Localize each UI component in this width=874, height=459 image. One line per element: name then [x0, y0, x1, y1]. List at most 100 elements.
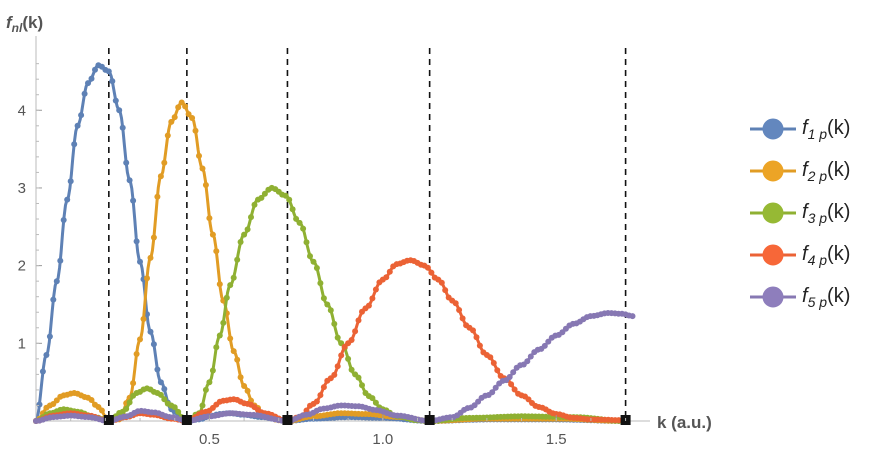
series-point: [199, 402, 206, 409]
series-point: [175, 408, 182, 415]
series-point: [506, 374, 513, 380]
series-point: [150, 341, 157, 348]
series-point: [386, 268, 393, 275]
series-point: [237, 239, 244, 245]
series-point: [470, 327, 476, 334]
series-point: [251, 201, 258, 208]
series-point: [286, 196, 293, 203]
series-point: [178, 99, 185, 106]
series-point: [43, 352, 50, 358]
series-point: [261, 190, 268, 197]
series-point: [216, 281, 223, 288]
x-axis-label: k (a.u.): [657, 413, 712, 432]
series-point: [383, 274, 390, 281]
series-point: [473, 334, 480, 341]
legend-label: f3 p(k): [802, 200, 851, 226]
series-point: [133, 238, 140, 245]
series-point: [365, 302, 372, 309]
series-point: [508, 381, 515, 388]
series-point: [123, 405, 130, 412]
series-point: [369, 295, 376, 302]
legend-swatch: [748, 285, 798, 309]
series-point: [303, 239, 310, 246]
series-point: [541, 342, 548, 349]
series-point: [157, 379, 164, 386]
series-point: [164, 132, 171, 139]
y-tick-label: 2: [18, 258, 26, 275]
series-point: [282, 192, 289, 199]
series-point: [119, 124, 126, 131]
series-point: [334, 363, 341, 370]
series-point: [137, 336, 143, 343]
series-point: [492, 384, 499, 391]
series-point: [88, 397, 95, 403]
series-point: [213, 344, 220, 351]
series-point: [144, 275, 150, 282]
vertical-line-marker: [181, 415, 192, 425]
series-point: [46, 333, 53, 340]
series-point: [154, 193, 161, 200]
y-tick-label: 3: [18, 180, 26, 197]
series-point: [130, 380, 137, 387]
series-point: [213, 248, 220, 255]
series-point: [355, 317, 362, 324]
series-point: [324, 301, 331, 308]
series-point: [78, 112, 85, 119]
series-point: [296, 219, 303, 226]
series-point: [74, 122, 81, 129]
series-point: [196, 152, 202, 159]
series-point: [258, 194, 265, 201]
series-point: [36, 401, 43, 408]
y-tick-label: 1: [18, 335, 26, 352]
series-point: [352, 328, 359, 335]
series-point: [310, 258, 317, 265]
series-point: [64, 196, 71, 203]
series-point: [109, 78, 116, 85]
legend-item: f2 p(k): [748, 150, 874, 192]
legend-swatch: [748, 159, 798, 183]
series-point: [192, 127, 199, 134]
series-point: [331, 320, 338, 327]
x-tick-label: 0.5: [199, 431, 220, 448]
series-point: [85, 80, 91, 87]
series-point: [452, 300, 459, 307]
series-point: [227, 282, 234, 289]
series-point: [317, 392, 324, 399]
legend-swatch: [748, 201, 798, 225]
series-4: [33, 257, 629, 424]
series-point: [476, 342, 483, 349]
series-point: [490, 360, 497, 366]
series-point: [137, 258, 143, 265]
series-point: [348, 366, 355, 373]
series-point: [317, 280, 324, 287]
series-point: [489, 389, 496, 396]
series-point: [494, 367, 501, 374]
series-point: [157, 391, 164, 398]
series-point: [345, 355, 352, 362]
series-point: [313, 265, 320, 271]
series-point: [456, 307, 463, 313]
series-point: [338, 352, 345, 359]
legend-item: f3 p(k): [748, 192, 874, 234]
series-point: [105, 68, 112, 75]
series-point: [161, 159, 168, 166]
series-point: [71, 141, 78, 148]
series-point: [199, 165, 206, 172]
series-point: [147, 254, 154, 261]
series-point: [185, 111, 192, 118]
series-point: [428, 269, 435, 276]
series-point: [241, 383, 248, 389]
series-point: [313, 398, 320, 405]
series-point: [67, 178, 74, 185]
series-point: [331, 371, 338, 378]
series-point: [154, 366, 161, 373]
series-point: [161, 396, 168, 403]
series-point: [126, 177, 133, 184]
series-point: [524, 358, 531, 365]
series-point: [171, 114, 178, 121]
series-point: [241, 231, 248, 238]
series-point: [171, 404, 178, 411]
series-line: [35, 186, 626, 423]
series-line: [35, 258, 626, 423]
